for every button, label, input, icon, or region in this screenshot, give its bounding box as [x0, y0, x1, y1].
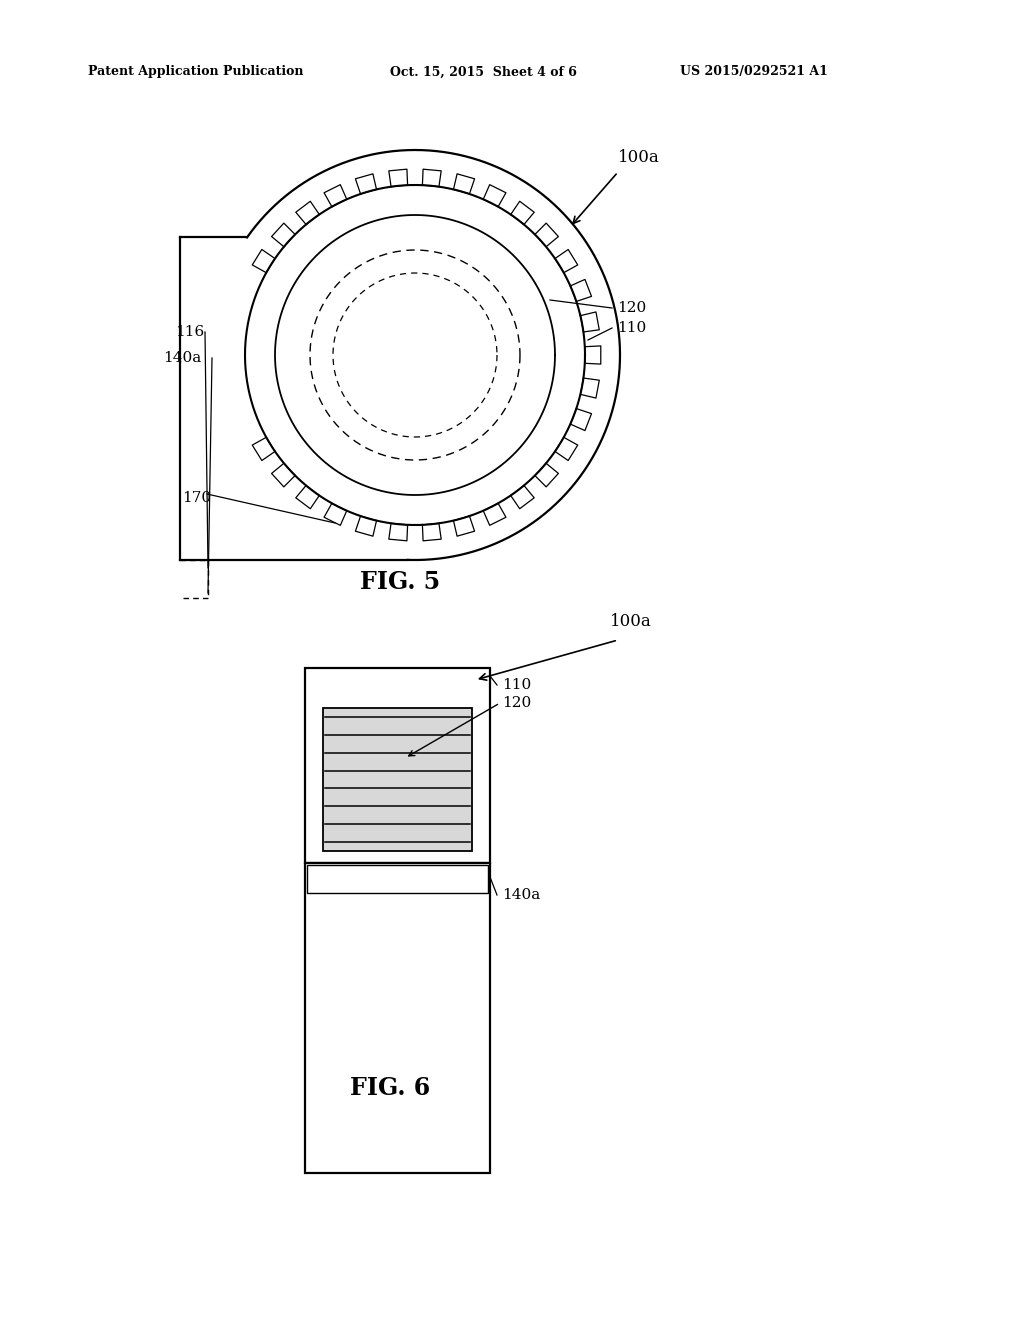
Text: US 2015/0292521 A1: US 2015/0292521 A1: [680, 66, 827, 78]
Bar: [307, 865, 488, 894]
Text: FIG. 5: FIG. 5: [360, 570, 440, 594]
Text: 140a: 140a: [502, 888, 541, 902]
Bar: [305, 863, 490, 1173]
Text: 100a: 100a: [618, 149, 659, 166]
Text: 116: 116: [175, 325, 204, 339]
Text: 120: 120: [617, 301, 646, 315]
Text: Oct. 15, 2015  Sheet 4 of 6: Oct. 15, 2015 Sheet 4 of 6: [390, 66, 577, 78]
Text: 110: 110: [502, 678, 531, 692]
Text: 170: 170: [182, 491, 211, 506]
Text: 110: 110: [617, 321, 646, 335]
Bar: [323, 708, 472, 851]
Text: 140a: 140a: [163, 351, 202, 366]
Bar: [305, 668, 490, 863]
Text: 120: 120: [502, 696, 531, 710]
Text: 100a: 100a: [610, 614, 651, 631]
Text: FIG. 6: FIG. 6: [350, 1076, 430, 1100]
Text: Patent Application Publication: Patent Application Publication: [88, 66, 303, 78]
